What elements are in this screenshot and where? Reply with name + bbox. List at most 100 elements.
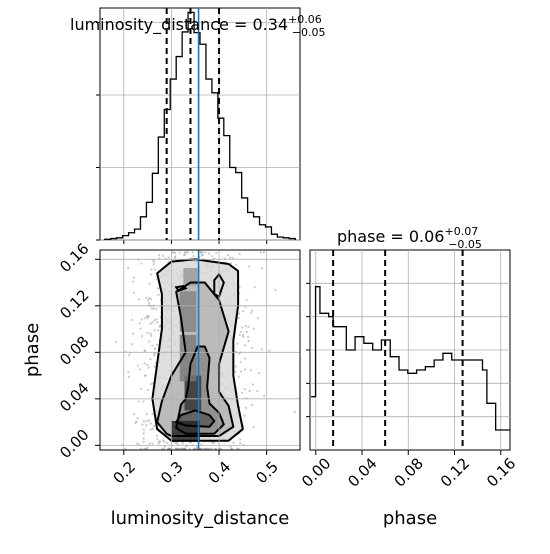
phase-x-tick-label-0: 0.00: [298, 454, 334, 490]
scatter-sample: [147, 315, 151, 318]
contour-island-0: [174, 284, 188, 292]
scatter-sample: [237, 316, 240, 320]
joint-y-tick-label-0: 0.00: [56, 426, 92, 462]
scatter-sample: [149, 428, 152, 431]
scatter-sample: [145, 419, 148, 423]
phase-x-tick-label-3: 0.12: [437, 454, 473, 490]
scatter-sample: [262, 251, 265, 254]
scatter-sample: [173, 256, 177, 259]
scatter-sample: [156, 321, 159, 324]
scatter-sample: [167, 256, 170, 259]
scatter-sample: [243, 388, 246, 391]
scatter-sample: [232, 441, 235, 444]
phase-x-tick-label-2: 0.08: [391, 454, 427, 490]
scatter-sample: [243, 344, 246, 347]
scatter-sample: [146, 299, 150, 302]
scatter-sample: [148, 282, 151, 285]
scatter-sample: [203, 447, 206, 450]
joint-x-tick-label-3: 0.5: [252, 458, 282, 488]
scatter-sample: [157, 293, 160, 297]
scatter-sample: [132, 413, 136, 416]
luminosity-distance-histogram-panel: luminosity_distance = 0.34+0.06 −0.05: [70, 7, 326, 244]
scatter-sample: [157, 329, 160, 332]
scatter-sample: [142, 437, 145, 440]
scatter-sample: [147, 366, 150, 369]
scatter-sample: [143, 362, 146, 365]
scatter-sample: [156, 438, 159, 441]
scatter-sample: [241, 326, 244, 329]
scatter-sample: [263, 394, 266, 398]
scatter-sample: [153, 365, 156, 368]
scatter-sample: [237, 312, 241, 315]
scatter-sample: [244, 324, 247, 328]
phase-histogram-panel: 0.00 0.04 0.08 0.12 0.16 phase = 0.06+0.07 −0.…: [298, 225, 519, 491]
scatter-sample: [248, 265, 251, 268]
scatter-sample: [206, 447, 209, 450]
scatter-sample: [130, 343, 133, 346]
scatter-sample: [178, 251, 181, 254]
scatter-sample: [208, 447, 211, 450]
scatter-sample: [142, 428, 145, 431]
scatter-sample: [245, 298, 248, 302]
scatter-sample: [151, 344, 154, 347]
phase-x-tick-label-4: 0.16: [483, 454, 519, 490]
scatter-sample: [192, 447, 195, 450]
scatter-sample: [250, 311, 253, 314]
scatter-sample: [185, 251, 188, 254]
scatter-sample: [132, 276, 136, 279]
phase-x-tick-label-1: 0.04: [344, 454, 380, 490]
scatter-sample: [234, 370, 237, 373]
scatter-sample: [146, 316, 149, 320]
scatter-sample: [157, 442, 160, 445]
phase-histogram-steps: [311, 286, 510, 431]
scatter-sample: [149, 357, 152, 361]
scatter-sample: [151, 259, 154, 262]
scatter-sample: [143, 349, 146, 352]
scatter-sample: [145, 296, 148, 299]
contour-line-level-2: [156, 281, 235, 438]
scatter-sample: [256, 317, 260, 320]
scatter-sample: [153, 268, 157, 271]
scatter-sample: [136, 364, 140, 367]
scatter-sample: [248, 389, 251, 393]
scatter-sample: [238, 333, 241, 337]
scatter-sample: [237, 375, 240, 378]
scatter-sample: [150, 307, 154, 310]
scatter-sample: [240, 330, 243, 333]
scatter-sample: [231, 257, 234, 260]
scatter-sample: [158, 325, 161, 328]
scatter-sample: [132, 332, 135, 335]
scatter-sample: [151, 413, 154, 416]
scatter-sample: [115, 340, 118, 343]
scatter-sample: [256, 389, 259, 393]
scatter-sample: [229, 445, 232, 448]
scatter-sample: [234, 365, 237, 368]
scatter-sample: [246, 335, 250, 338]
scatter-sample: [174, 447, 178, 450]
x-axis-label-phase: phase: [383, 508, 437, 529]
scatter-sample: [126, 266, 130, 270]
scatter-sample: [239, 442, 242, 445]
scatter-sample: [194, 447, 197, 450]
scatter-sample: [258, 372, 261, 375]
joint-y-tick-label-3: 0.12: [56, 286, 92, 322]
scatter-sample: [142, 432, 145, 435]
scatter-sample: [238, 352, 241, 355]
scatter-sample: [192, 255, 195, 258]
scatter-sample: [175, 442, 178, 445]
scatter-sample: [139, 447, 142, 450]
scatter-sample: [188, 447, 191, 450]
scatter-sample: [153, 352, 156, 355]
scatter-sample: [186, 251, 189, 254]
scatter-sample: [251, 347, 254, 350]
scatter-sample: [132, 291, 136, 294]
ld-title: luminosity_distance = 0.34+0.06 −0.05: [70, 13, 326, 39]
scatter-sample: [250, 309, 254, 312]
scatter-sample: [215, 251, 218, 254]
y-axis-label-phase: phase: [22, 323, 43, 377]
scatter-sample: [155, 307, 158, 310]
scatter-sample: [135, 420, 138, 423]
scatter-sample: [243, 357, 246, 360]
scatter-sample: [240, 391, 244, 394]
scatter-sample: [239, 361, 242, 364]
